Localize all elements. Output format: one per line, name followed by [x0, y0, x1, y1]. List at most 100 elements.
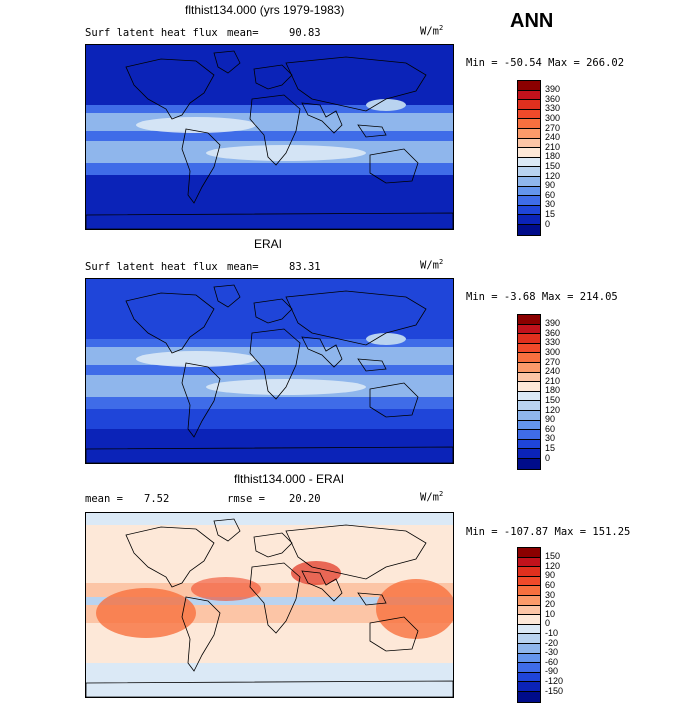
- colorbar-tick-label: 180: [545, 151, 561, 162]
- colorbar-tick-label: 0: [545, 218, 551, 229]
- colorbar-swatch: [518, 157, 540, 168]
- colorbar-swatch: [518, 643, 540, 654]
- panel3-colorbar: [517, 547, 541, 703]
- colorbar-tick-label: 240: [545, 366, 561, 377]
- panel2-field: Surf latent heat flux: [85, 261, 218, 273]
- colorbar-tick-label: 60: [545, 189, 556, 200]
- colorbar-swatch: [518, 691, 540, 702]
- colorbar-tick-label: -120: [545, 675, 564, 686]
- colorbar-tick-label: 120: [545, 560, 561, 571]
- colorbar-tick-label: 390: [545, 318, 561, 329]
- panel3-mean-value: 7.52: [144, 493, 170, 505]
- panel3-rmse-value: 20.20: [289, 493, 321, 505]
- colorbar-swatch: [518, 353, 540, 363]
- colorbar-tick-label: -60: [545, 656, 559, 667]
- colorbar-swatch: [518, 420, 540, 431]
- colorbar-swatch: [518, 138, 540, 149]
- panel2-mean-value: 83.31: [289, 261, 321, 273]
- colorbar-tick-label: -30: [545, 647, 559, 658]
- colorbar-swatch: [518, 653, 540, 664]
- colorbar-swatch: [518, 439, 540, 450]
- colorbar-tick-label: 0: [545, 452, 551, 463]
- panel3-rmse-label: rmse =: [227, 493, 265, 505]
- colorbar-tick-label: 30: [545, 589, 556, 600]
- colorbar-tick-label: 15: [545, 208, 556, 219]
- colorbar-swatch: [518, 196, 540, 206]
- colorbar-swatch: [518, 343, 540, 354]
- colorbar-swatch: [518, 391, 540, 402]
- panel3-mean-label: mean =: [85, 493, 123, 505]
- colorbar-swatch: [518, 372, 540, 383]
- colorbar-tick-label: 150: [545, 160, 561, 171]
- colorbar-swatch: [518, 682, 540, 692]
- colorbar-tick-label: 15: [545, 442, 556, 453]
- colorbar-tick-label: 90: [545, 180, 556, 191]
- panel1-field: Surf latent heat flux: [85, 27, 218, 39]
- colorbar-swatch: [518, 430, 540, 440]
- panel3-stats: Min = -107.87 Max = 151.25: [466, 526, 631, 538]
- colorbar-tick-label: 120: [545, 404, 561, 415]
- colorbar-swatch: [518, 595, 540, 606]
- colorbar-tick-label: -150: [545, 685, 564, 696]
- colorbar-swatch: [518, 458, 540, 469]
- panel2-stats: Min = -3.68 Max = 214.05: [466, 291, 618, 303]
- colorbar-tick-label: 270: [545, 122, 561, 133]
- panel1-map: [85, 44, 454, 230]
- colorbar-tick-label: 360: [545, 327, 561, 338]
- colorbar-tick-label: 60: [545, 579, 556, 590]
- colorbar-tick-label: 300: [545, 112, 561, 123]
- colorbar-swatch: [518, 615, 540, 625]
- colorbar-swatch: [518, 324, 540, 335]
- colorbar-swatch: [518, 410, 540, 421]
- panel1-units: W/m2: [420, 24, 444, 38]
- colorbar-swatch: [518, 548, 540, 558]
- colorbar-swatch: [518, 672, 540, 683]
- panel1-title: flthist134.000 (yrs 1979-1983): [185, 3, 345, 17]
- colorbar-tick-label: 30: [545, 433, 556, 444]
- colorbar-swatch: [518, 186, 540, 197]
- colorbar-tick-label: 210: [545, 375, 561, 386]
- colorbar-swatch: [518, 634, 540, 644]
- colorbar-swatch: [518, 624, 540, 635]
- colorbar-swatch: [518, 81, 540, 91]
- colorbar-tick-label: 210: [545, 141, 561, 152]
- panel3-units: W/m2: [420, 490, 444, 504]
- panel1-stats: Min = -50.54 Max = 266.02: [466, 57, 625, 69]
- panel1-mean-value: 90.83: [289, 27, 321, 39]
- colorbar-tick-label: 10: [545, 608, 556, 619]
- colorbar-swatch: [518, 382, 540, 392]
- colorbar-tick-label: 150: [545, 551, 561, 562]
- colorbar-tick-label: 0: [545, 618, 551, 629]
- colorbar-tick-label: -90: [545, 666, 559, 677]
- panel3-map: [85, 512, 454, 698]
- colorbar-tick-label: 90: [545, 414, 556, 425]
- panel2-colorbar: [517, 314, 541, 470]
- colorbar-tick-label: 30: [545, 199, 556, 210]
- colorbar-swatch: [518, 605, 540, 616]
- colorbar-swatch: [518, 557, 540, 568]
- colorbar-tick-label: 330: [545, 337, 561, 348]
- colorbar-swatch: [518, 90, 540, 101]
- colorbar-swatch: [518, 119, 540, 129]
- panel1-mean-label: mean=: [227, 27, 259, 39]
- colorbar-swatch: [518, 449, 540, 459]
- colorbar-tick-label: 300: [545, 346, 561, 357]
- colorbar-swatch: [518, 576, 540, 587]
- colorbar-swatch: [518, 586, 540, 596]
- colorbar-tick-label: 60: [545, 423, 556, 434]
- colorbar-tick-label: 90: [545, 570, 556, 581]
- panel2-units: W/m2: [420, 258, 444, 272]
- colorbar-swatch: [518, 663, 540, 673]
- colorbar-tick-label: -20: [545, 637, 559, 648]
- colorbar-tick-label: 180: [545, 385, 561, 396]
- colorbar-swatch: [518, 109, 540, 120]
- colorbar-swatch: [518, 362, 540, 373]
- panel2-title: ERAI: [254, 237, 283, 251]
- colorbar-tick-label: 390: [545, 84, 561, 95]
- colorbar-swatch: [518, 334, 540, 344]
- colorbar-tick-label: 360: [545, 93, 561, 104]
- colorbar-swatch: [518, 100, 540, 110]
- panel2-mean-label: mean=: [227, 261, 259, 273]
- colorbar-tick-label: 120: [545, 170, 561, 181]
- colorbar-tick-label: 150: [545, 394, 561, 405]
